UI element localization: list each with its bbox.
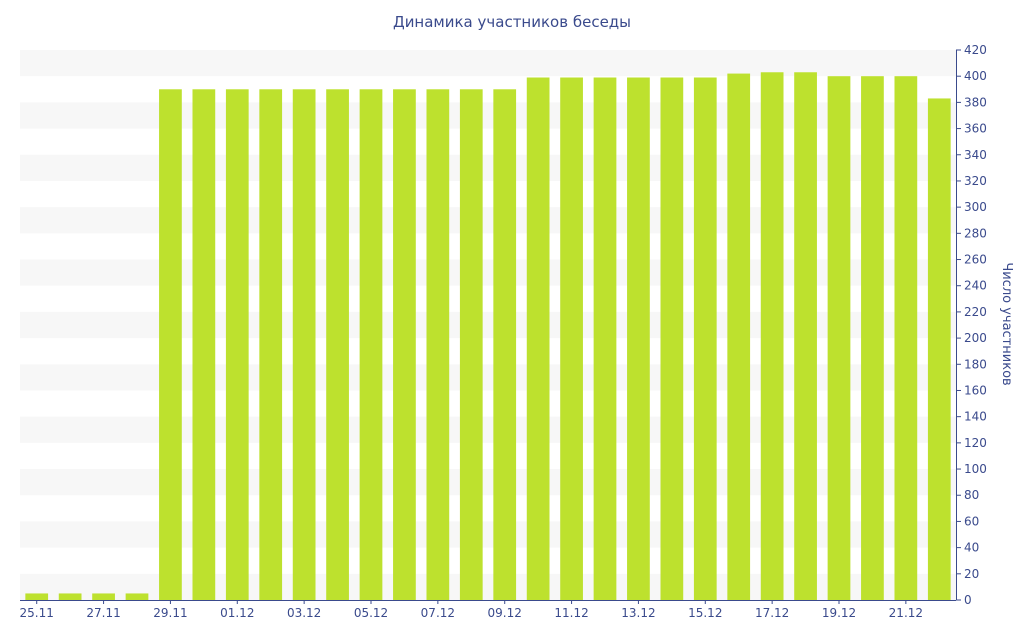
- bar: [593, 77, 617, 600]
- x-tick-label: 13.12: [621, 606, 655, 620]
- y-tick-label: 200: [964, 331, 987, 345]
- bar: [894, 76, 918, 600]
- y-tick-label: 120: [964, 436, 987, 450]
- bar: [760, 72, 784, 600]
- bar: [927, 98, 951, 600]
- chart-title: Динамика участников беседы: [392, 13, 632, 31]
- bar: [827, 76, 851, 600]
- y-tick-label: 420: [964, 43, 987, 57]
- x-tick-label: 17.12: [755, 606, 789, 620]
- bar: [292, 89, 316, 601]
- bar: [192, 89, 216, 601]
- y-tick-label: 220: [964, 305, 987, 319]
- bar: [493, 89, 517, 601]
- bar: [794, 72, 817, 600]
- y-tick-label: 160: [964, 383, 987, 397]
- axes: [20, 49, 961, 604]
- x-tick-label: 01.12: [220, 606, 254, 620]
- x-tick-label: 09.12: [488, 606, 522, 620]
- bar: [225, 89, 249, 601]
- bar: [259, 89, 283, 601]
- bar: [426, 89, 450, 601]
- bar: [92, 593, 115, 600]
- x-tick-label: 03.12: [287, 606, 321, 620]
- x-tick-label: 05.12: [354, 606, 388, 620]
- bar: [727, 73, 751, 601]
- x-tick-label: 07.12: [421, 606, 455, 620]
- x-tick-label: 25.11: [20, 606, 54, 620]
- y-tick-labels: 0 20 40 60 80 100 120 140 160 180 200 220 240 260 280 3…: [964, 43, 987, 607]
- bar: [627, 77, 650, 600]
- x-tick-label: 11.12: [554, 606, 588, 620]
- y-tick-label: 0: [964, 593, 972, 607]
- bar: [660, 77, 684, 600]
- bar-series: [25, 72, 951, 601]
- y-tick-label: 340: [964, 148, 987, 162]
- y-tick-label: 240: [964, 279, 987, 293]
- grid-band: [20, 50, 956, 77]
- bar: [526, 77, 550, 600]
- y-axis-title: Число участников: [999, 262, 1014, 385]
- x-tick-labels: 25.11 27.11 29.11 01.12 03.12 05.12 07.12 09.12…: [20, 606, 924, 620]
- bar: [693, 77, 717, 600]
- x-tick-label: 29.11: [153, 606, 187, 620]
- y-tick-label: 360: [964, 122, 987, 136]
- bar: [125, 593, 149, 600]
- bar: [861, 76, 884, 600]
- y-tick-label: 60: [964, 514, 979, 528]
- bar: [58, 593, 82, 600]
- y-tick-label: 280: [964, 226, 987, 240]
- y-tick-label: 400: [964, 69, 987, 83]
- bar: [326, 89, 349, 601]
- y-tick-label: 180: [964, 357, 987, 371]
- bar: [359, 89, 383, 601]
- x-tick-label: 27.11: [86, 606, 120, 620]
- bar: [25, 593, 49, 600]
- y-tick-label: 80: [964, 488, 979, 502]
- bar: [393, 89, 416, 601]
- y-tick-label: 260: [964, 253, 987, 267]
- bar: [560, 77, 583, 600]
- bar: [459, 89, 483, 601]
- x-tick-label: 19.12: [822, 606, 856, 620]
- y-tick-label: 20: [964, 567, 979, 581]
- x-tick-label: 15.12: [688, 606, 722, 620]
- x-tick-label: 21.12: [889, 606, 923, 620]
- y-tick-label: 320: [964, 174, 987, 188]
- y-tick-label: 40: [964, 541, 979, 555]
- y-tick-label: 140: [964, 410, 987, 424]
- bar: [159, 89, 182, 601]
- y-tick-label: 100: [964, 462, 987, 476]
- y-tick-label: 380: [964, 95, 987, 109]
- y-tick-label: 300: [964, 200, 987, 214]
